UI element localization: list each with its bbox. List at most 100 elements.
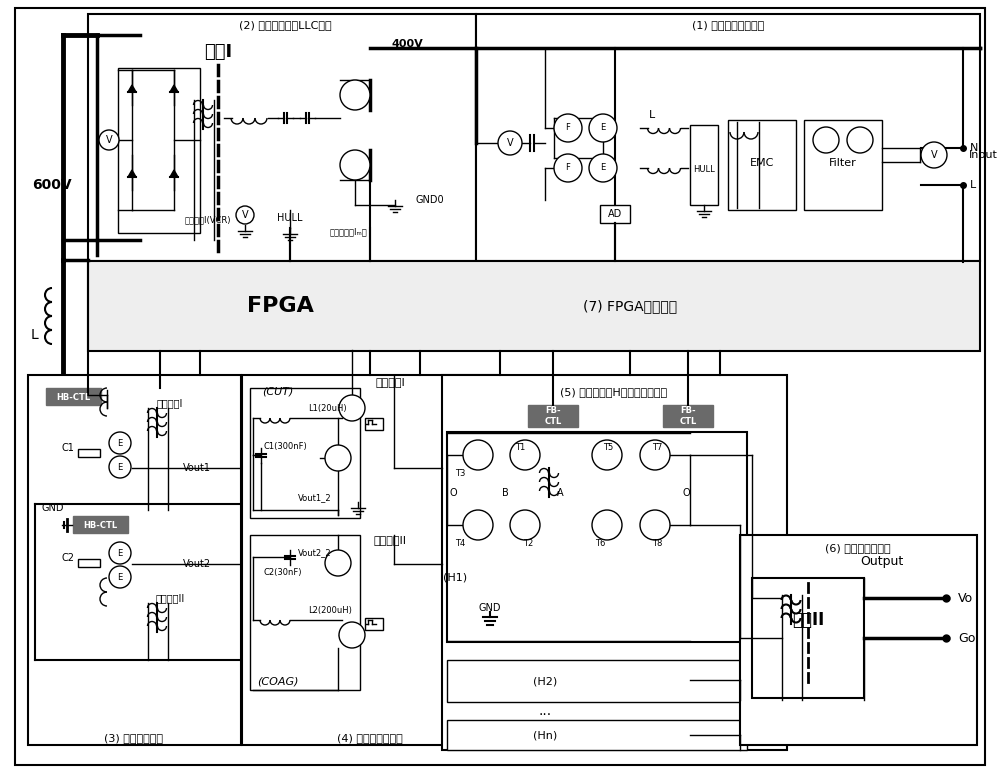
Text: V: V [507,138,513,148]
Bar [690,125,718,205]
Text: GND: GND [42,503,64,513]
Text: F: F [566,123,570,133]
Text: 隔离I: 隔离I [204,43,232,61]
Circle shape [463,510,493,540]
Text: L: L [649,110,655,120]
Text: FB-
CTL: FB- CTL [544,406,562,426]
Bar [250,388,360,518]
Text: E: E [117,439,123,447]
Text: 600V: 600V [32,178,72,192]
Text: (2) 全数字式全桥LLC单元: (2) 全数字式全桥LLC单元 [239,20,331,30]
Text: Filter: Filter [829,158,857,168]
Text: (4) 包络线产生电路: (4) 包络线产生电路 [337,733,403,743]
Bar [46,388,101,405]
Text: 谐振电压Ⅰ(VCR): 谐振电压Ⅰ(VCR) [185,216,232,224]
Bar [740,535,977,745]
Text: T6: T6 [595,538,605,547]
Polygon shape [128,170,136,177]
Circle shape [463,440,493,470]
Circle shape [325,445,351,471]
Text: T1: T1 [515,443,525,452]
Text: L2(200uH): L2(200uH) [308,605,352,614]
Text: Vout1: Vout1 [183,463,211,473]
Text: E: E [600,123,606,133]
Bar [250,535,360,690]
Text: 包络产生I: 包络产生I [375,377,405,387]
Circle shape [99,130,119,150]
Text: (3) 低频稳压电路: (3) 低频稳压电路 [104,733,164,743]
Bar [804,120,882,210]
Bar [728,120,796,210]
Circle shape [847,127,873,153]
Text: L1(20uH): L1(20uH) [308,403,347,412]
Text: Go: Go [958,631,975,645]
Text: 低频稳压I: 低频稳压I [157,398,183,408]
Text: HB-CTL: HB-CTL [56,392,90,402]
Text: HULL: HULL [277,213,303,223]
Circle shape [109,432,131,454]
Text: C1(300nF): C1(300nF) [263,443,307,452]
Circle shape [510,440,540,470]
Text: 原边电流（Iₘ）: 原边电流（Iₘ） [330,227,368,237]
Polygon shape [170,170,178,177]
Text: (6) 高频高压变压器: (6) 高频高压变压器 [825,543,891,553]
Text: N: N [970,143,978,153]
Bar [476,14,980,261]
Circle shape [640,510,670,540]
Text: T7: T7 [652,443,662,452]
Circle shape [340,150,370,180]
Bar [365,418,383,430]
Text: (Hn): (Hn) [533,730,557,740]
Circle shape [589,114,617,142]
Text: T5: T5 [603,443,613,452]
Bar [78,559,100,567]
Bar [600,205,630,223]
Circle shape [325,550,351,576]
Text: GND0: GND0 [415,195,444,205]
Bar [752,578,864,698]
Text: Output: Output [860,555,904,568]
Circle shape [339,622,365,648]
Circle shape [592,440,622,470]
Circle shape [109,566,131,588]
Circle shape [589,154,617,182]
Circle shape [236,206,254,224]
Text: AD: AD [608,209,622,219]
Bar [118,68,200,233]
Bar [663,405,713,427]
Text: 400V: 400V [392,39,424,49]
Text: (1) 有源并网整流单元: (1) 有源并网整流单元 [692,20,764,30]
Polygon shape [128,85,136,92]
Bar [88,261,980,351]
Text: ...: ... [538,704,552,718]
Circle shape [510,510,540,540]
Text: T4: T4 [455,538,465,547]
Circle shape [340,80,370,110]
Text: Vout1_2: Vout1_2 [298,493,332,503]
Bar [528,405,578,427]
Text: L: L [970,180,976,190]
Text: 隔离II: 隔离II [792,611,824,629]
Circle shape [640,440,670,470]
Text: C2(30nF): C2(30nF) [263,567,302,577]
Text: HB-CTL: HB-CTL [83,520,117,530]
Circle shape [554,114,582,142]
Text: C2: C2 [62,553,74,563]
Text: HULL: HULL [693,166,715,174]
Text: F: F [566,163,570,173]
Text: O: O [449,488,457,498]
Text: E: E [117,548,123,557]
Circle shape [921,142,947,168]
Text: (COAG): (COAG) [257,677,299,687]
Circle shape [498,131,522,155]
Bar [242,375,497,745]
Text: O: O [682,488,690,498]
Circle shape [813,127,839,153]
Text: Vout2_2: Vout2_2 [298,548,332,557]
Text: V: V [931,150,937,160]
Text: 包络产生II: 包络产生II [374,535,406,545]
Bar [28,375,241,745]
Text: (CUT): (CUT) [262,387,294,397]
Text: E: E [117,463,123,472]
Text: (5) 高频三电平H型逆变桥并联组: (5) 高频三电平H型逆变桥并联组 [560,387,668,397]
